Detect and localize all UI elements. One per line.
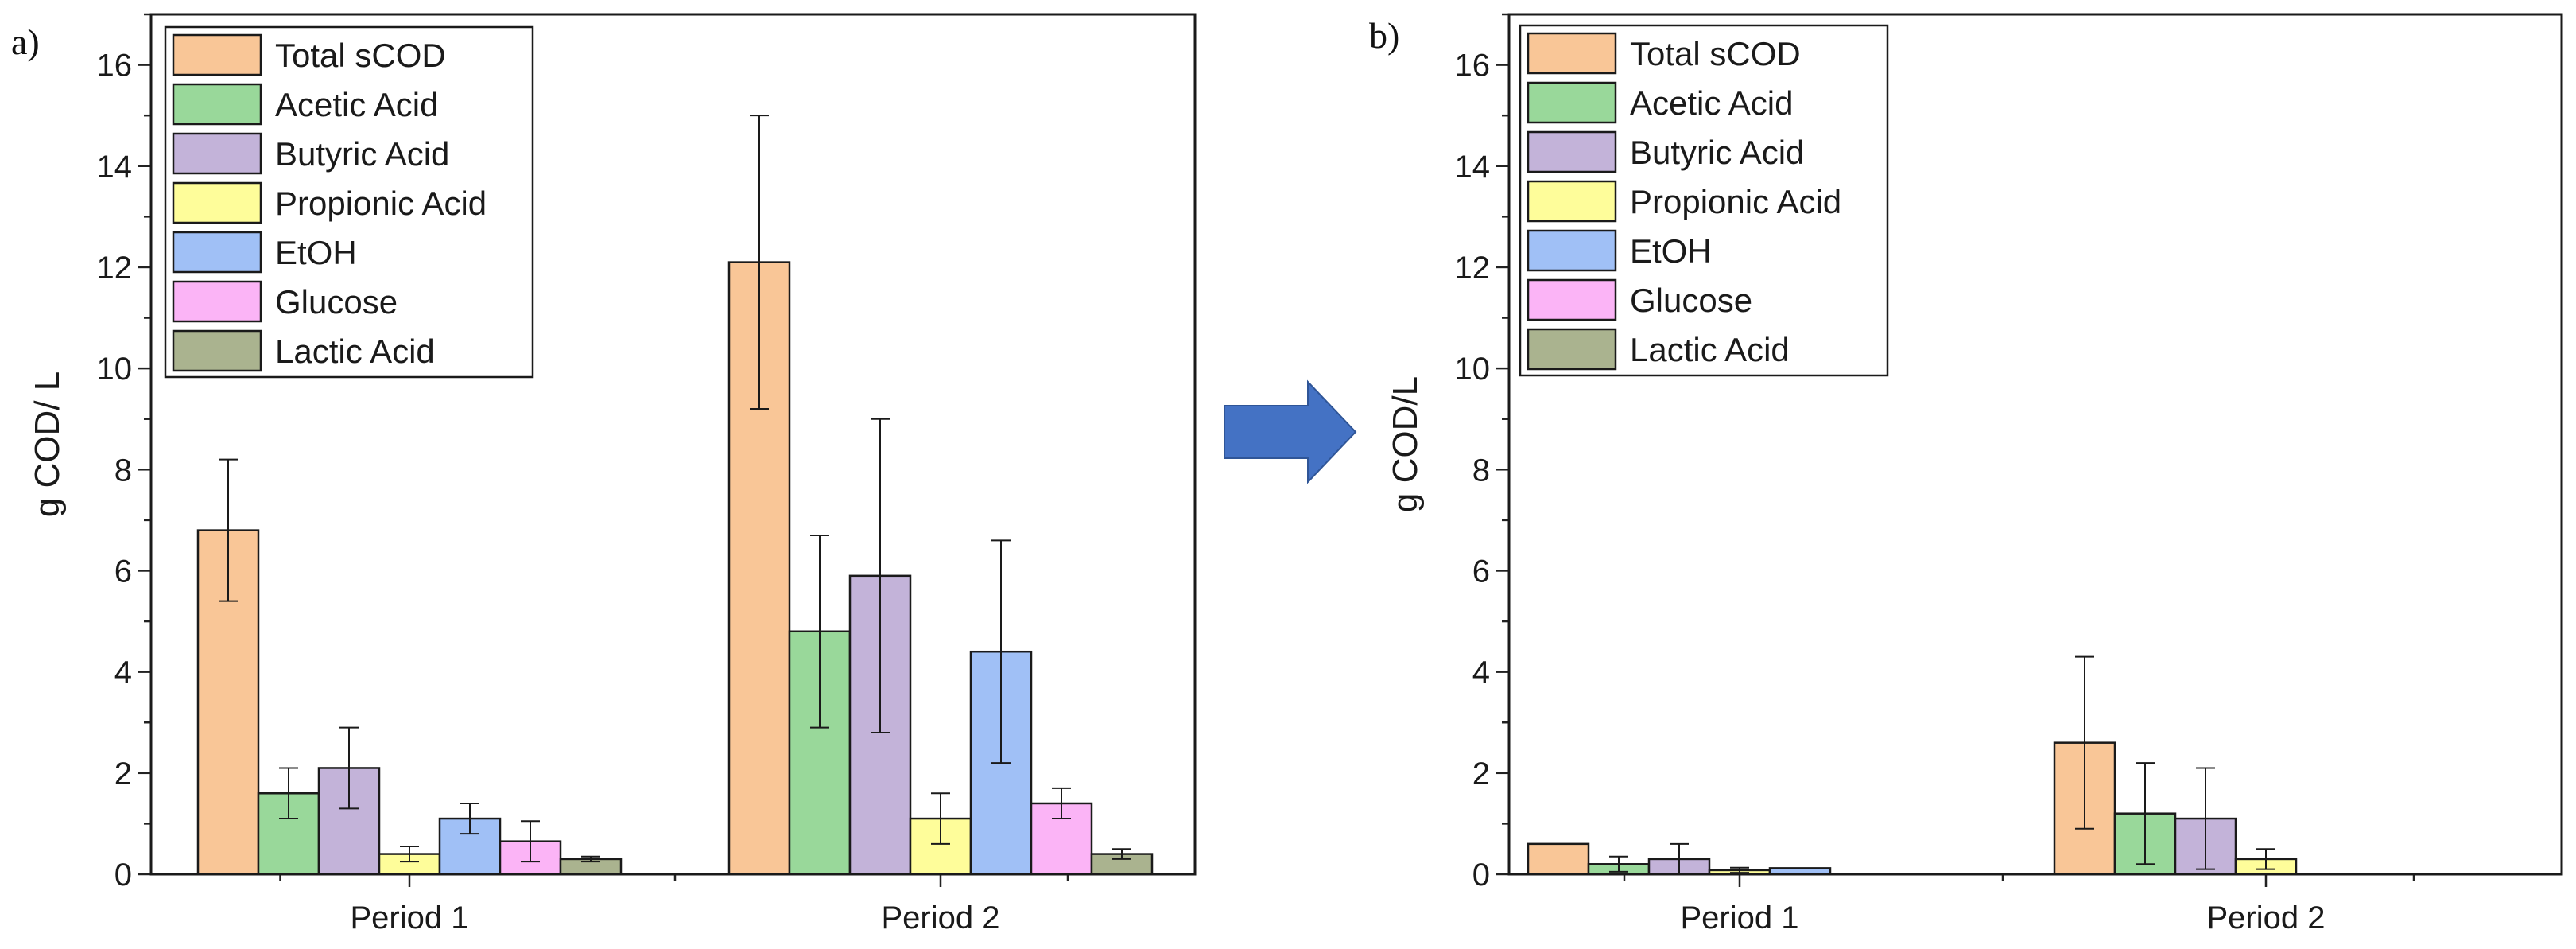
plot-frame xyxy=(1507,13,2563,876)
x-tick-label: Period 2 xyxy=(2207,900,2326,935)
legend-swatch xyxy=(1527,328,1617,371)
x-tick-label: Period 1 xyxy=(351,900,469,935)
legend-label: Lactic Acid xyxy=(275,333,435,370)
legend-label: Total sCOD xyxy=(275,37,446,74)
y-tick-label: 16 xyxy=(1455,49,1491,84)
legend-swatch xyxy=(1527,229,1617,272)
legend-label: Lactic Acid xyxy=(1630,331,1790,368)
legend-swatch xyxy=(172,329,262,372)
x-tick-label: Period 1 xyxy=(1681,900,1799,935)
legend-swatch xyxy=(172,280,262,323)
y-tick-label: 4 xyxy=(1472,655,1490,690)
panel-a-chart: a) g COD/ L 0 2 4 6 8 10 12 14 16 Period 1 Period 2 T… xyxy=(11,13,1197,935)
y-axis-title: g COD/L xyxy=(1386,376,1425,512)
legend-label: EtOH xyxy=(275,234,357,271)
legend-swatch xyxy=(1527,32,1617,75)
panel-b-chart: b) g COD/L 0 2 4 6 8 10 12 14 16 Period 1 Period 2 To… xyxy=(1369,13,2563,935)
legend-swatch xyxy=(172,231,262,274)
y-tick-label: 2 xyxy=(114,756,132,791)
plot-frame xyxy=(149,13,1197,876)
right-arrow-icon xyxy=(1224,379,1357,484)
legend-swatch xyxy=(172,83,262,126)
y-tick-label: 12 xyxy=(97,251,133,286)
panel-label: a) xyxy=(11,21,40,62)
legend-swatch xyxy=(1527,180,1617,223)
panel-label: b) xyxy=(1369,15,1399,56)
y-axis-title: g COD/ L xyxy=(28,371,67,517)
legend-label: Butyric Acid xyxy=(275,135,449,173)
y-tick-label: 8 xyxy=(1472,453,1490,488)
legend-label: Total sCOD xyxy=(1630,35,1801,72)
legend-label: Glucose xyxy=(1630,282,1752,319)
legend-swatch xyxy=(1527,278,1617,321)
y-tick-label: 14 xyxy=(1455,150,1491,185)
legend-label: Acetic Acid xyxy=(275,86,438,123)
y-tick-label: 10 xyxy=(97,352,133,387)
legend-swatch xyxy=(172,181,262,224)
legend-label: Glucose xyxy=(275,283,398,321)
y-tick-label: 6 xyxy=(1472,554,1490,589)
legend-label: Propionic Acid xyxy=(275,185,487,222)
legend-label: EtOH xyxy=(1630,232,1712,270)
legend-swatch xyxy=(172,132,262,175)
legend-swatch xyxy=(172,33,262,76)
x-tick-label: Period 2 xyxy=(882,900,1000,935)
legend-label: Acetic Acid xyxy=(1630,84,1793,122)
y-tick-label: 0 xyxy=(114,858,132,893)
legend-swatch xyxy=(1527,130,1617,173)
y-tick-label: 0 xyxy=(1472,858,1490,893)
y-tick-label: 6 xyxy=(114,554,132,589)
y-tick-label: 8 xyxy=(114,453,132,488)
y-tick-label: 12 xyxy=(1455,251,1491,286)
bar xyxy=(1527,842,1590,876)
y-tick-label: 2 xyxy=(1472,756,1490,791)
legend-swatch xyxy=(1527,81,1617,124)
y-tick-label: 14 xyxy=(97,150,133,185)
y-tick-label: 4 xyxy=(114,655,132,690)
y-tick-label: 10 xyxy=(1455,352,1491,387)
legend-label: Butyric Acid xyxy=(1630,134,1804,171)
legend-label: Propionic Acid xyxy=(1630,183,1841,220)
y-tick-label: 16 xyxy=(97,49,133,84)
